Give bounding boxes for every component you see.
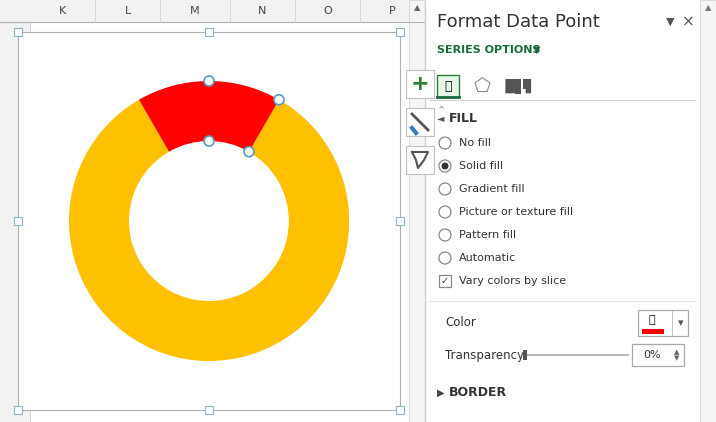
Text: Vary colors by slice: Vary colors by slice <box>459 276 566 286</box>
Bar <box>14 217 22 225</box>
Text: L: L <box>125 6 130 16</box>
Circle shape <box>439 183 451 195</box>
Bar <box>18 32 400 410</box>
Text: ▾: ▾ <box>678 318 684 328</box>
Text: ▶: ▶ <box>437 388 445 398</box>
Bar <box>406 146 434 174</box>
Text: Gradient fill: Gradient fill <box>459 184 525 194</box>
Bar <box>523 350 527 360</box>
Text: ⌃: ⌃ <box>437 105 446 115</box>
Text: ▐▌▐: ▐▌▐ <box>500 79 532 93</box>
Bar <box>437 75 459 97</box>
Bar <box>439 275 451 287</box>
Bar <box>0 22 30 422</box>
Bar <box>632 344 684 366</box>
Circle shape <box>244 147 254 157</box>
Text: ▼: ▼ <box>666 17 674 27</box>
Text: ▼: ▼ <box>674 355 679 361</box>
Bar <box>396 217 404 225</box>
Circle shape <box>204 76 214 86</box>
Circle shape <box>439 137 451 149</box>
Bar <box>700 0 716 422</box>
Bar <box>205 28 213 36</box>
Bar <box>14 28 22 36</box>
Text: Picture or texture fill: Picture or texture fill <box>459 207 573 217</box>
Text: O: O <box>323 6 332 16</box>
Text: ×: × <box>682 14 695 30</box>
Text: 🪣: 🪣 <box>649 315 655 325</box>
Text: ▲: ▲ <box>674 349 679 355</box>
Bar <box>396 406 404 414</box>
Circle shape <box>439 229 451 241</box>
Bar <box>515 79 521 94</box>
Text: K: K <box>59 6 66 16</box>
Text: Format Data Point: Format Data Point <box>437 13 600 31</box>
Wedge shape <box>69 100 349 361</box>
Text: ▼: ▼ <box>533 45 541 55</box>
Bar <box>205 406 213 414</box>
Text: ▲: ▲ <box>705 3 711 13</box>
Text: ▲: ▲ <box>414 3 420 13</box>
Text: 🪣: 🪣 <box>444 79 452 92</box>
Text: Transparency: Transparency <box>445 349 524 362</box>
Text: ◄: ◄ <box>437 113 445 123</box>
Wedge shape <box>249 100 349 342</box>
Text: 0%: 0% <box>643 350 661 360</box>
Bar <box>409 0 425 422</box>
Bar <box>507 79 513 89</box>
Wedge shape <box>139 81 279 152</box>
Circle shape <box>442 162 448 170</box>
Text: Solid fill: Solid fill <box>459 161 503 171</box>
Text: BORDER: BORDER <box>449 387 507 400</box>
Circle shape <box>439 206 451 218</box>
Text: ✓: ✓ <box>441 276 449 286</box>
Text: No fill: No fill <box>459 138 491 148</box>
Circle shape <box>204 136 214 146</box>
Text: M: M <box>190 6 200 16</box>
Circle shape <box>439 252 451 264</box>
Bar <box>406 70 434 98</box>
Bar <box>638 310 688 336</box>
Circle shape <box>439 160 451 172</box>
Bar <box>396 28 404 36</box>
Bar <box>406 108 434 136</box>
Bar <box>0 0 425 422</box>
Text: ⬠: ⬠ <box>473 76 490 95</box>
Text: Automatic: Automatic <box>459 253 516 263</box>
Text: SERIES OPTIONS: SERIES OPTIONS <box>437 45 541 55</box>
Text: FILL: FILL <box>449 111 478 124</box>
Text: Color: Color <box>445 316 476 330</box>
Bar <box>523 79 529 89</box>
Bar <box>425 0 716 422</box>
Text: +: + <box>411 74 430 94</box>
Circle shape <box>274 95 284 105</box>
Text: P: P <box>389 6 396 16</box>
Bar <box>14 406 22 414</box>
Text: N: N <box>258 6 266 16</box>
Bar <box>0 0 425 22</box>
Text: Pattern fill: Pattern fill <box>459 230 516 240</box>
Bar <box>642 329 664 334</box>
